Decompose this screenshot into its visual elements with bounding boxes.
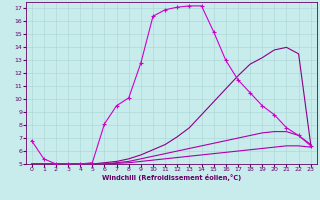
X-axis label: Windchill (Refroidissement éolien,°C): Windchill (Refroidissement éolien,°C) bbox=[101, 174, 241, 181]
